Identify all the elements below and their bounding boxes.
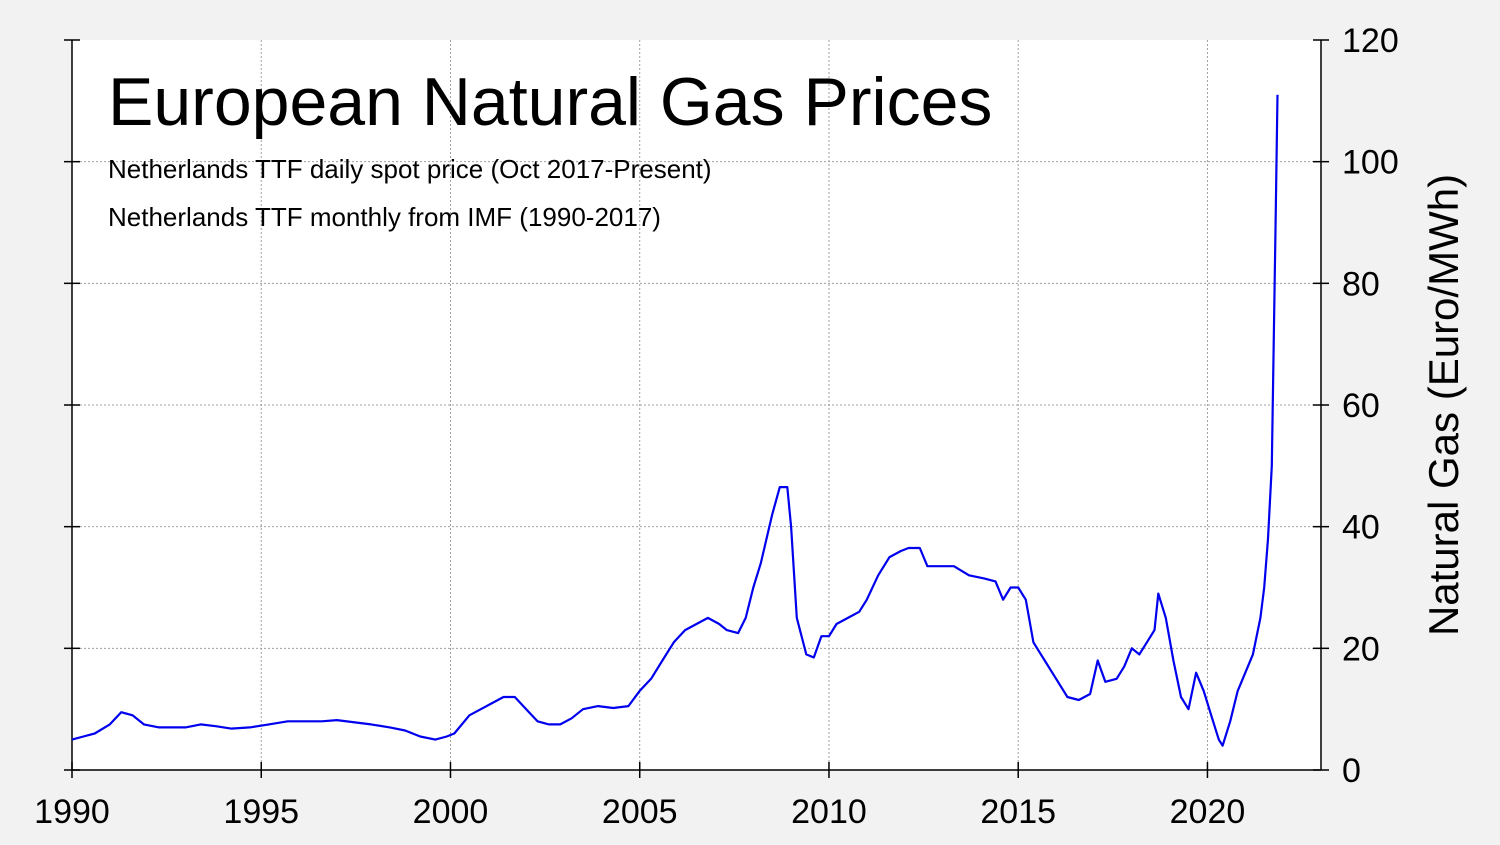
x-tick-label: 2015: [980, 793, 1056, 831]
y-tick-label: 40: [1342, 509, 1380, 547]
y-tick-label: 120: [1342, 22, 1399, 60]
x-tick-label: 2005: [602, 793, 678, 831]
x-tick-label: 1990: [34, 793, 110, 831]
y-axis-title: Natural Gas (Euro/MWh): [1420, 174, 1467, 636]
y-tick-label: 100: [1342, 144, 1399, 182]
grid-lines: [72, 40, 1321, 770]
chart-subtitle-2: Netherlands TTF monthly from IMF (1990-2…: [108, 202, 661, 232]
series-line: [71, 94, 1279, 747]
chart-subtitle-1: Netherlands TTF daily spot price (Oct 20…: [108, 154, 712, 184]
x-tick-labels: 1990 1995 2000 2005 2010 2015 2020: [34, 793, 1245, 831]
axes: [64, 39, 1329, 778]
x-tick-label: 2000: [413, 793, 489, 831]
y-tick-label: 80: [1342, 265, 1380, 303]
x-tick-label: 2010: [791, 793, 867, 831]
y-tick-labels: 0 20 40 60 80 100 120: [1342, 22, 1399, 790]
chart-title: European Natural Gas Prices: [108, 64, 992, 140]
y-tick-label: 60: [1342, 387, 1380, 425]
y-tick-label: 0: [1342, 752, 1361, 790]
y-tick-label: 20: [1342, 630, 1380, 668]
x-tick-label: 1995: [223, 793, 299, 831]
x-tick-label: 2020: [1170, 793, 1246, 831]
